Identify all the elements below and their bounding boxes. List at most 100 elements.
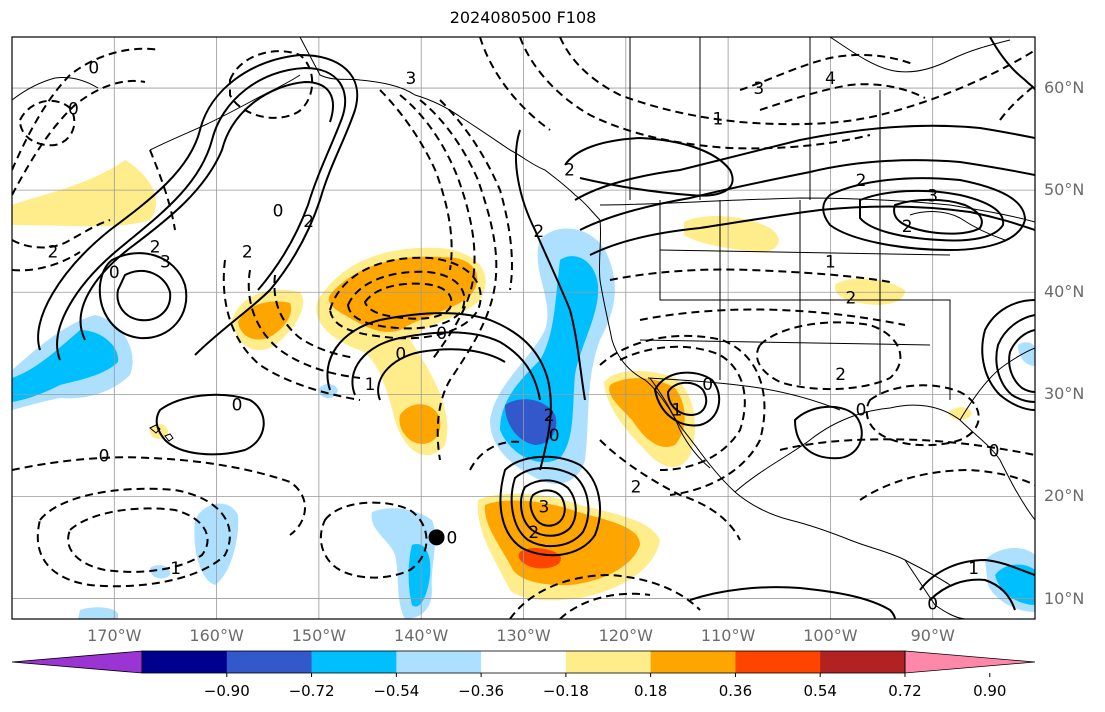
longitude-label: 150°W	[291, 626, 347, 645]
colorbar-segment	[565, 651, 652, 673]
contour-label: 3	[406, 69, 417, 89]
shade-orange-west	[238, 301, 292, 340]
coast-central-america	[904, 559, 966, 619]
longitude-label: 140°W	[394, 626, 449, 645]
shade-blue-west-sub	[12, 330, 119, 402]
contour-solid-ring-sub	[155, 393, 265, 456]
contour-label: 2	[303, 212, 314, 232]
island-hawaii-b	[164, 433, 174, 442]
contour-dashed-hurricane-ring	[319, 501, 428, 579]
longitude-label: 110°W	[700, 626, 756, 645]
contour-solid-pacific-s3	[377, 348, 506, 401]
colorbar-segment	[311, 651, 397, 673]
border-states-c	[799, 200, 881, 395]
longitude-label: 130°W	[496, 626, 551, 645]
contour-solid-ring-socal-2	[666, 381, 708, 417]
shade-blue-gulf-east	[995, 564, 1035, 605]
contour-dashed-ring-central-2	[346, 270, 466, 330]
contour-label: 2	[845, 288, 856, 308]
contour-label: 2	[150, 237, 161, 257]
coast-baja	[649, 377, 711, 469]
contour-label: 2	[533, 222, 544, 242]
colorbar-extend-low	[11, 650, 143, 674]
colorbar-segment	[142, 651, 228, 673]
contour-label: 0	[232, 396, 243, 416]
contour-label: 1	[672, 401, 683, 421]
contour-dashed-tropical-ring-2	[67, 507, 209, 573]
island-hawaii-a	[149, 424, 161, 434]
contour-dashed-mex-1	[599, 439, 741, 541]
contour-label: 2	[528, 523, 539, 543]
contour-dashed-south-pacific-2	[559, 592, 651, 619]
colorbar-segment	[481, 651, 567, 673]
contour-dashed-gulf-ring	[865, 384, 980, 447]
contour-dashed-ridge-1	[419, 99, 498, 461]
coast-alaska	[299, 37, 601, 221]
contour-dashed-gulf-1	[779, 438, 1035, 456]
contour-dashed-nw-3	[12, 219, 111, 249]
coast-west-us	[598, 219, 951, 586]
contour-dashed-tropical-1	[12, 456, 306, 536]
colorbar-extend-high	[904, 650, 1036, 674]
contour-solid-ring-gl-2	[859, 189, 1005, 242]
longitude-label: 90°W	[910, 626, 955, 645]
colorbar-segment	[396, 651, 482, 673]
longitude-label: 160°W	[189, 626, 244, 645]
contour-dashed-north-2	[759, 83, 926, 111]
contour-dashed-nw-2	[12, 79, 146, 196]
contour-label: 2	[902, 217, 913, 237]
coast-kamchatka	[12, 77, 99, 101]
contour-solid-ring-tropical-2	[510, 467, 590, 548]
colorbar-tick-label: 0.54	[803, 682, 837, 700]
contour-dashed-nw-1	[12, 47, 161, 171]
contour-dashed-nw-4	[12, 251, 81, 272]
border-states-d	[879, 200, 951, 400]
contour-solid-ring-tropical-1	[499, 455, 601, 557]
contour-solid-ring-gl-1	[822, 177, 1027, 252]
contour-solid-jet-2	[579, 159, 1035, 231]
contour-dashed-plains-1	[609, 268, 891, 283]
shade-cold-atlantic	[1018, 342, 1035, 366]
shade-red-east-pacific	[518, 548, 561, 569]
border-states-f	[639, 339, 931, 346]
contour-label: 1	[365, 375, 376, 395]
colorbar-segment	[226, 651, 313, 673]
contour-dashed-alaska-1	[559, 37, 1035, 126]
contour-label: 0	[68, 99, 79, 119]
anomaly-shading	[12, 160, 1035, 619]
contour-solid-pacific-s	[326, 312, 552, 471]
contour-dashed-plains-ring	[755, 321, 902, 391]
contour-label: 0	[273, 202, 284, 222]
contour-solid-a	[37, 53, 359, 356]
contour-label: 0	[88, 59, 99, 79]
contour-solid-south-3	[929, 578, 1016, 611]
latitude-label: 30°N	[1044, 384, 1085, 404]
border-canada-provinces	[629, 37, 881, 200]
contour-label: 0	[989, 442, 1000, 462]
contour-dashed-plains-2	[639, 308, 906, 326]
contour-solid-ring-gulf	[793, 405, 863, 460]
contour-label: 0	[395, 345, 406, 365]
colorbar-outline	[141, 650, 906, 674]
contour-label: 2	[242, 242, 253, 262]
contour-dashed-ridge-4	[439, 99, 513, 291]
contour-solid-atlantic-3	[1008, 329, 1035, 393]
contour-dashed-aleutian-gap	[149, 149, 176, 231]
contour-label: 3	[539, 498, 550, 518]
coast-gulf	[734, 404, 1035, 521]
contour-dashed-tropical-ring	[36, 487, 231, 588]
contour-solid-ring-socal	[653, 371, 721, 427]
contour-dashed-mid-3	[273, 274, 356, 359]
contour-label: 1	[712, 110, 723, 130]
latitude-label: 20°N	[1044, 486, 1085, 506]
contour-label: 2	[544, 406, 555, 426]
contour-label: 0	[99, 447, 110, 467]
contour-label: 2	[631, 477, 642, 497]
border-states-e	[659, 249, 951, 256]
contour-label: 1	[170, 559, 181, 579]
shade-warm-aleutian	[12, 160, 156, 227]
contour-dashed-south-pacific	[509, 573, 701, 619]
contour-dashed-nw-ring	[18, 99, 76, 147]
